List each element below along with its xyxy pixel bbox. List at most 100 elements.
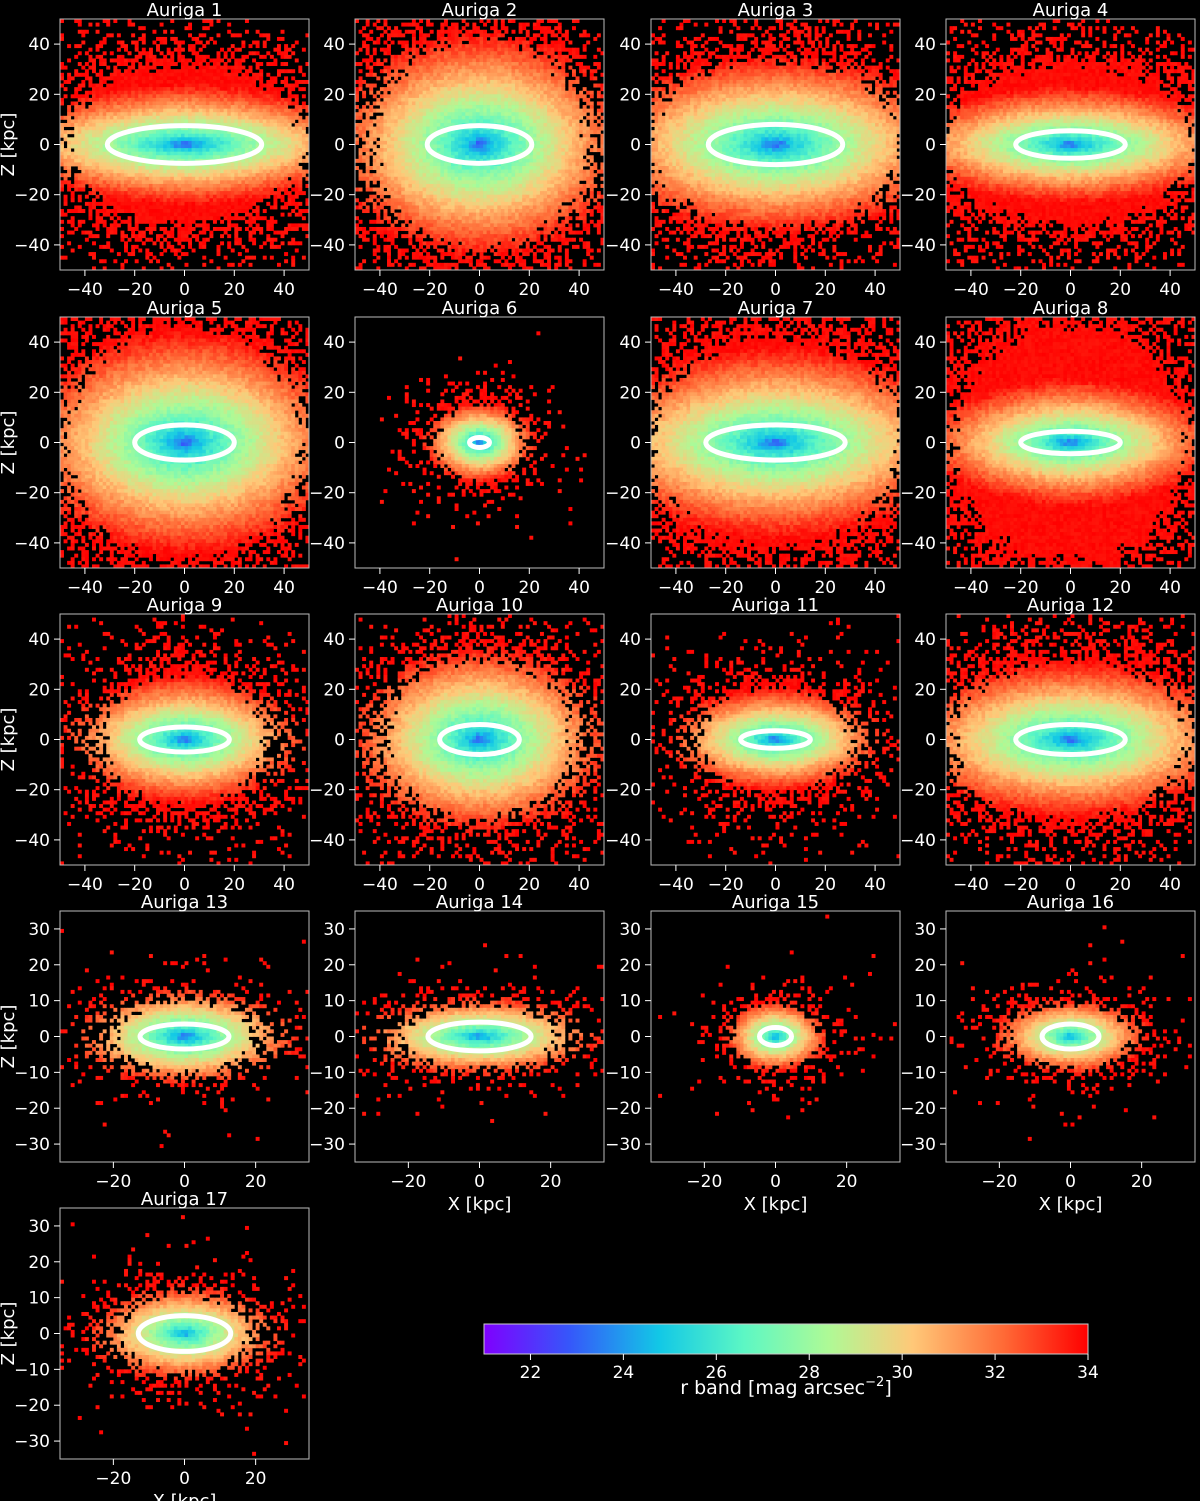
map-pixel xyxy=(262,216,267,221)
map-pixel xyxy=(500,51,505,56)
map-pixel xyxy=(376,130,381,135)
map-pixel xyxy=(280,212,285,217)
map-pixel xyxy=(255,183,260,188)
map-pixel xyxy=(273,173,278,178)
map-pixel xyxy=(507,119,512,124)
map-pixel xyxy=(564,94,569,99)
map-pixel xyxy=(273,126,278,131)
map-pixel xyxy=(92,126,96,131)
map-pixel xyxy=(291,94,296,99)
map-pixel xyxy=(113,158,118,163)
map-pixel xyxy=(180,194,185,199)
map-pixel xyxy=(404,54,409,59)
map-pixel xyxy=(273,148,278,153)
map-pixel xyxy=(419,97,423,102)
map-pixel xyxy=(248,105,253,110)
map-pixel xyxy=(518,90,523,95)
map-pixel xyxy=(248,97,253,102)
map-pixel xyxy=(493,22,498,27)
map-pixel xyxy=(134,162,139,167)
map-pixel xyxy=(127,140,132,145)
map-pixel xyxy=(564,108,569,113)
map-pixel xyxy=(170,36,175,41)
map-pixel xyxy=(74,108,79,113)
map-pixel xyxy=(202,133,207,138)
map-pixel xyxy=(365,47,370,52)
map-pixel xyxy=(191,69,196,74)
map-pixel xyxy=(163,101,168,106)
map-pixel xyxy=(141,130,146,135)
map-pixel xyxy=(582,119,587,124)
map-pixel xyxy=(284,101,289,106)
map-pixel xyxy=(124,105,128,110)
map-pixel xyxy=(138,112,143,117)
map-pixel xyxy=(141,119,146,124)
map-pixel xyxy=(255,119,260,124)
map-pixel xyxy=(237,187,242,192)
map-pixel xyxy=(195,54,200,59)
map-pixel xyxy=(593,36,598,41)
map-pixel xyxy=(554,87,559,92)
map-pixel xyxy=(170,115,175,120)
map-pixel xyxy=(106,33,111,38)
map-pixel xyxy=(131,169,136,174)
map-pixel xyxy=(67,58,72,63)
map-pixel xyxy=(205,226,210,231)
map-pixel xyxy=(205,112,210,117)
map-pixel xyxy=(451,94,455,99)
map-pixel xyxy=(298,187,303,192)
map-pixel xyxy=(486,105,491,110)
map-pixel xyxy=(429,47,434,52)
map-pixel xyxy=(173,40,178,45)
map-pixel xyxy=(230,209,235,214)
map-pixel xyxy=(77,205,82,210)
map-pixel xyxy=(547,76,552,81)
map-pixel xyxy=(507,65,512,70)
map-pixel xyxy=(120,119,125,124)
map-pixel xyxy=(539,112,544,117)
map-pixel xyxy=(134,244,139,249)
map-pixel xyxy=(241,201,246,206)
map-pixel xyxy=(458,65,463,70)
map-pixel xyxy=(109,90,114,95)
map-pixel xyxy=(447,79,452,84)
map-pixel xyxy=(490,44,495,49)
map-pixel xyxy=(166,62,171,67)
map-pixel xyxy=(365,44,370,49)
map-pixel xyxy=(234,212,239,217)
map-pixel xyxy=(518,72,523,77)
map-pixel xyxy=(227,226,232,231)
map-pixel xyxy=(426,90,431,95)
map-pixel xyxy=(372,119,377,124)
map-pixel xyxy=(177,169,182,174)
map-pixel xyxy=(88,122,93,127)
map-pixel xyxy=(440,122,445,127)
map-pixel xyxy=(148,226,153,231)
map-pixel xyxy=(95,209,100,214)
map-pixel xyxy=(532,130,537,135)
map-pixel xyxy=(145,248,150,253)
map-pixel xyxy=(124,94,128,99)
map-pixel xyxy=(571,94,576,99)
map-pixel xyxy=(539,26,544,31)
map-pixel xyxy=(202,58,207,63)
map-pixel xyxy=(422,115,427,120)
map-pixel xyxy=(376,108,381,113)
map-pixel xyxy=(547,105,552,110)
map-pixel xyxy=(284,166,289,170)
map-pixel xyxy=(163,155,168,160)
map-pixel xyxy=(468,65,473,70)
map-pixel xyxy=(74,155,79,160)
map-pixel xyxy=(369,72,374,77)
map-pixel xyxy=(202,130,207,135)
map-pixel xyxy=(156,234,160,239)
map-pixel xyxy=(109,201,114,206)
map-pixel xyxy=(163,76,168,81)
map-pixel xyxy=(571,51,576,56)
map-pixel xyxy=(525,69,530,74)
map-pixel xyxy=(493,119,498,124)
map-pixel xyxy=(429,62,434,67)
map-pixel xyxy=(134,76,139,81)
map-pixel xyxy=(511,29,516,34)
map-pixel xyxy=(88,180,93,185)
